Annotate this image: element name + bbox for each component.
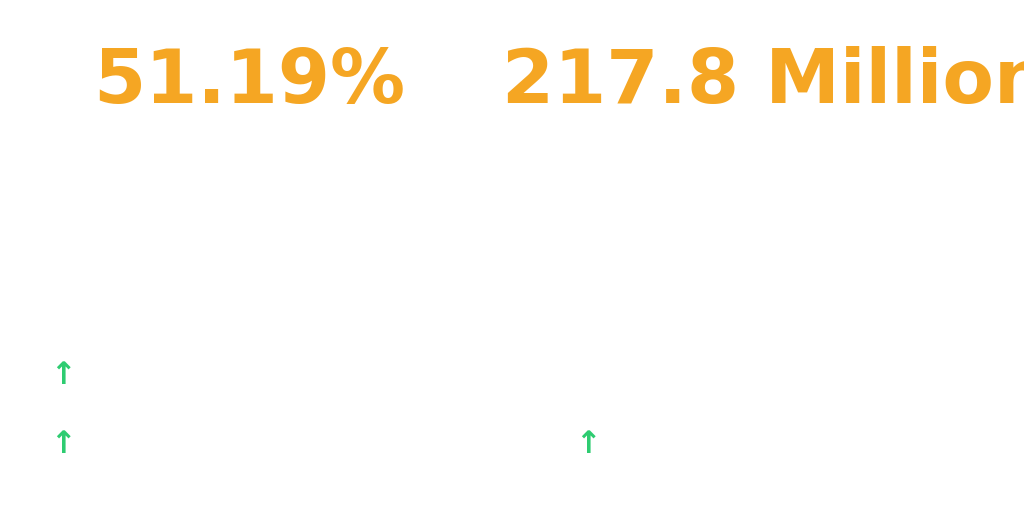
Text: —  0.0%  since last week: — 0.0% since last week [574,361,996,390]
Text: ↑  6.6%  since last month: ↑ 6.6% since last month [50,430,487,459]
Text: 217.8 Million: 217.8 Million [502,46,1024,119]
Text: acres of crops in U.S. are
experiencing drought
conditions this week.: acres of crops in U.S. are experiencing … [568,167,981,270]
Text: ↑: ↑ [50,361,76,390]
Text: ↑: ↑ [50,430,76,459]
Text: of the U.S. and 61.11% of
the lower 48 states are in
drought this week.: of the U.S. and 61.11% of the lower 48 s… [38,167,461,270]
Text: ↑: ↑ [574,430,600,459]
Text: ↑  8.5%  since last month: ↑ 8.5% since last month [574,430,1012,459]
Text: 51.19%: 51.19% [93,46,406,119]
Text: ↑  2.9%  since last week: ↑ 2.9% since last week [50,361,466,390]
